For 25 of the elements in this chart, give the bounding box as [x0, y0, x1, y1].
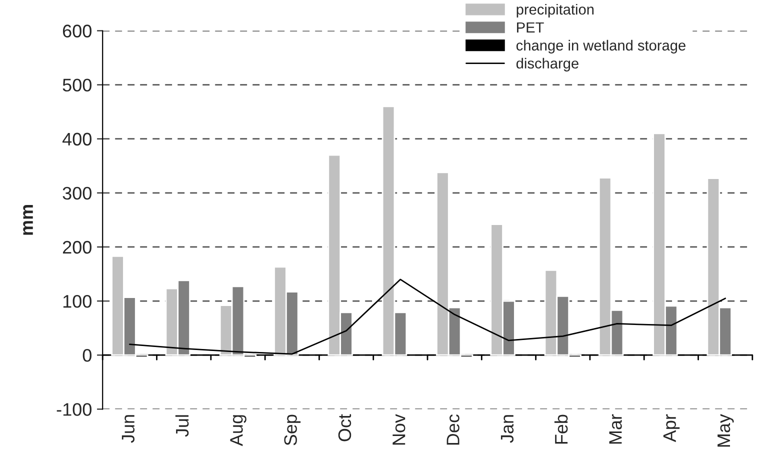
y-tick-label: -100 — [56, 403, 92, 416]
y-tick-label: 0 — [82, 349, 92, 362]
x-tick-label: Apr — [663, 414, 680, 442]
y-tick-label: 200 — [62, 240, 92, 254]
y-tick-label: 400 — [62, 132, 92, 146]
x-tick-label: Jun — [122, 415, 135, 443]
legend-label: precipitation — [516, 4, 594, 18]
x-tick-label: Jan — [500, 415, 514, 443]
x-tick-label: Mar — [609, 414, 622, 444]
y-tick-label: 100 — [63, 294, 92, 308]
x-tick-label: Sep — [284, 414, 301, 446]
y-tick-label: 500 — [62, 78, 92, 92]
x-tick-label: Dec — [446, 414, 460, 445]
x-tick-label: Oct — [338, 414, 352, 442]
x-tick-label: Nov — [392, 414, 406, 445]
y-tick-label: 300 — [62, 186, 92, 200]
x-tick-label: May — [718, 414, 734, 447]
x-tick-label: Feb — [554, 414, 568, 444]
legend-label: PET — [517, 22, 544, 32]
legend-label: discharge — [516, 58, 578, 72]
y-tick-label: 600 — [62, 24, 92, 38]
x-tick-label: Jul — [175, 415, 189, 437]
x-tick-label: Aug — [230, 415, 246, 446]
y-axis-title: mm — [23, 205, 33, 235]
legend-label: change in wetland storage — [516, 40, 686, 54]
